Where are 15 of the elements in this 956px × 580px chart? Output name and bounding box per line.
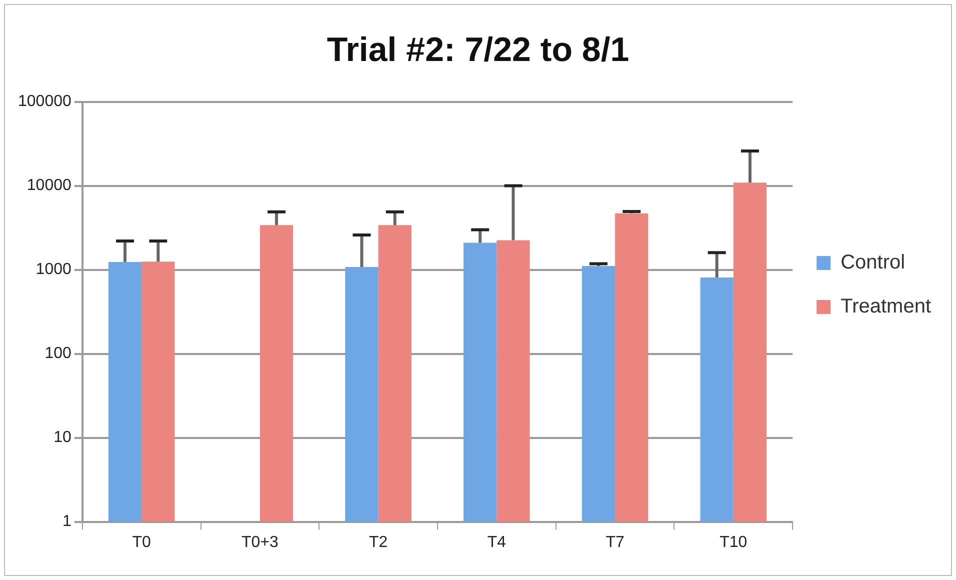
y-tick-label: 100 (44, 345, 72, 362)
legend-label: Treatment (840, 296, 932, 318)
y-tick-label: 1000 (36, 261, 72, 278)
legend-label: Control (840, 252, 906, 274)
x-tick-label: T0+3 (241, 534, 278, 551)
x-tick-label: T0 (132, 534, 152, 551)
chart-title: Trial #2: 7/22 to 8/1 (326, 30, 630, 69)
x-tick-label: T2 (368, 534, 388, 551)
x-tick-label: T10 (720, 534, 748, 551)
y-tick-label: 10000 (26, 177, 72, 194)
x-tick-label: T7 (606, 534, 624, 551)
y-tick-label: 10 (54, 429, 72, 446)
x-tick-label: T4 (487, 534, 506, 551)
y-tick-label: 100000 (18, 93, 72, 110)
y-tick-label: 1 (62, 513, 72, 530)
